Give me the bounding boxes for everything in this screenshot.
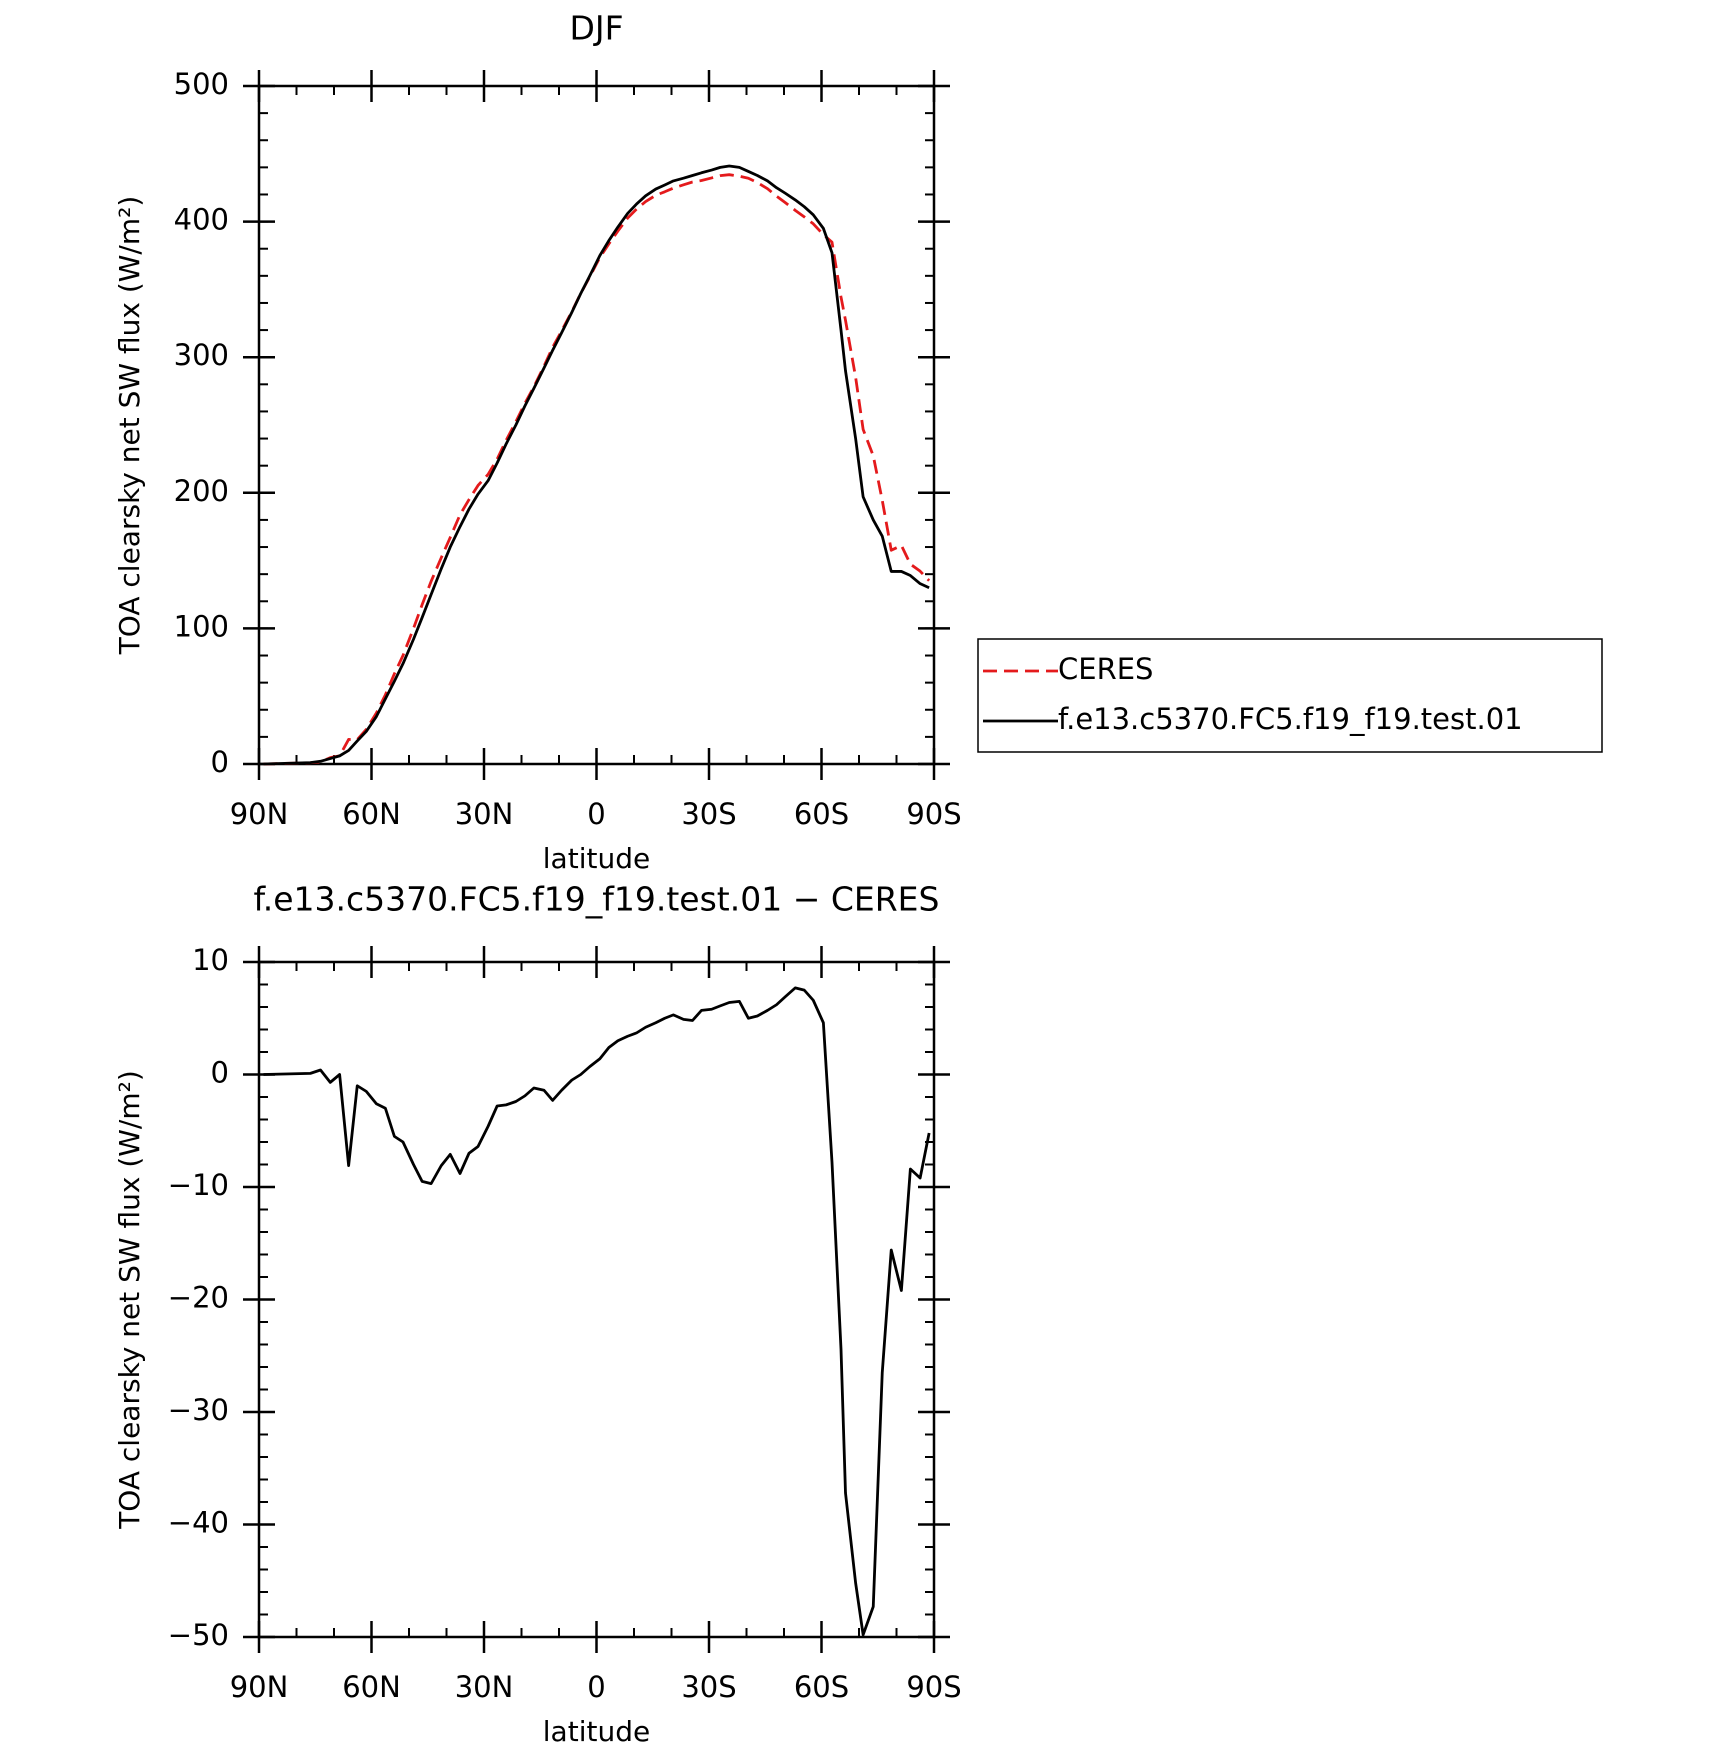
chart-title: f.e13.c5370.FC5.f19_f19.test.01 − CERES — [254, 880, 940, 919]
x-tick-label: 90N — [230, 1670, 289, 1704]
y-tick-label: 10 — [192, 943, 229, 977]
y-tick-label: 200 — [174, 474, 229, 508]
x-tick-label: 90N — [230, 797, 289, 831]
legend-label: CERES — [1058, 652, 1153, 686]
chart-title: DJF — [569, 9, 623, 48]
y-tick-label: −50 — [168, 1618, 229, 1652]
x-tick-label: 90S — [906, 1670, 961, 1704]
y-tick-label: −30 — [168, 1393, 229, 1427]
plot-frame — [257, 960, 936, 1639]
x-tick-label: 30S — [681, 797, 736, 831]
legend-box — [977, 638, 1603, 753]
x-tick-label: 30S — [681, 1670, 736, 1704]
y-tick-label: 500 — [174, 67, 229, 101]
x-tick-label: 60N — [342, 1670, 401, 1704]
x-tick-label: 30N — [455, 1670, 514, 1704]
y-tick-label: 0 — [211, 745, 229, 779]
y-tick-label: 0 — [211, 1056, 229, 1090]
y-tick-label: −10 — [168, 1168, 229, 1202]
y-tick-label: −40 — [168, 1506, 229, 1540]
y-tick-label: 300 — [174, 338, 229, 372]
y-axis-label: TOA clearsky net SW flux (W/m²) — [113, 1070, 146, 1530]
data-line — [263, 986, 931, 1637]
plot-frame — [257, 84, 936, 766]
y-tick-label: 100 — [174, 609, 229, 643]
x-axis-label: latitude — [543, 1715, 650, 1748]
x-tick-label: 0 — [587, 1670, 605, 1704]
y-tick-label: −20 — [168, 1281, 229, 1315]
y-tick-label: 400 — [174, 203, 229, 237]
x-tick-label: 90S — [906, 797, 961, 831]
y-axis-label: TOA clearsky net SW flux (W/m²) — [113, 196, 146, 656]
x-tick-label: 60N — [342, 797, 401, 831]
x-tick-label: 0 — [587, 797, 605, 831]
x-axis-label: latitude — [543, 842, 650, 875]
series-line — [263, 164, 930, 766]
series-line — [263, 173, 931, 766]
x-tick-label: 60S — [794, 1670, 849, 1704]
legend-label: f.e13.c5370.FC5.f19_f19.test.01 — [1058, 702, 1523, 736]
x-tick-label: 60S — [794, 797, 849, 831]
x-tick-label: 30N — [455, 797, 514, 831]
